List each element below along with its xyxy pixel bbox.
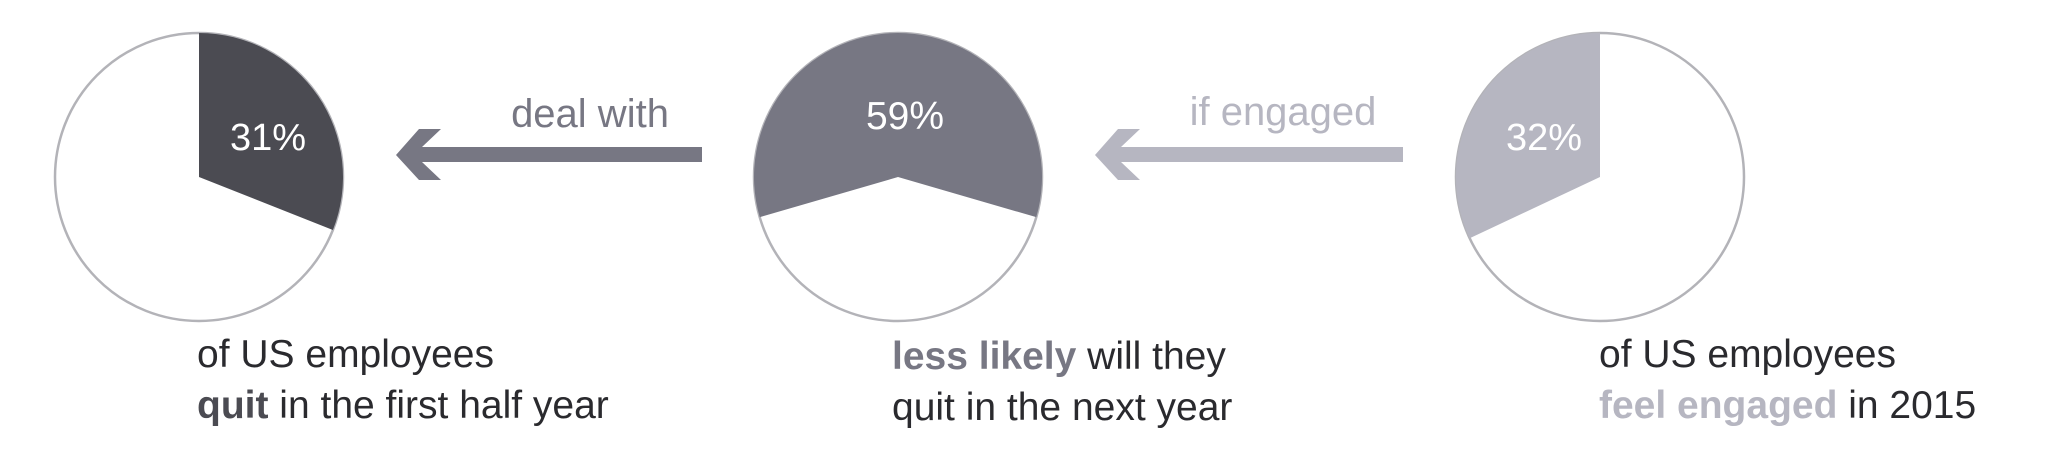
caption-emphasis: less likely — [892, 335, 1077, 378]
arrow-left-icon — [1095, 129, 1403, 180]
pie-chart-quit: 31% — [53, 31, 345, 323]
caption-emphasis: feel engaged — [1599, 384, 1838, 427]
connector-label-if-engaged: if engaged — [1190, 90, 1377, 134]
caption-line: less likely will they — [892, 331, 1232, 382]
caption-line: of US employees — [197, 329, 609, 380]
caption-line: of US employees — [1599, 329, 1976, 380]
pie-chart-less-likely: 59% — [752, 31, 1044, 323]
caption-line: feel engaged in 2015 — [1599, 380, 1976, 431]
pie-chart-engaged: 32% — [1454, 31, 1746, 323]
caption-less-likely: less likely will they quit in the next y… — [892, 331, 1232, 433]
caption-text: of US employees — [197, 333, 494, 376]
pie-slice-quit — [199, 33, 344, 231]
caption-text: quit in the next year — [892, 386, 1233, 429]
connector-label-deal-with: deal with — [511, 92, 669, 136]
connector-if-engaged: if engaged — [1095, 90, 1403, 180]
data-label-engaged: 32% — [1506, 117, 1582, 159]
data-label-less-likely: 59% — [866, 95, 944, 138]
caption-text: of US employees — [1599, 333, 1896, 376]
arrow-left-icon — [396, 129, 702, 180]
pie-slice-less-likely — [754, 32, 1042, 218]
caption-engaged: of US employees feel engaged in 2015 — [1599, 329, 1976, 431]
caption-text: in 2015 — [1837, 384, 1977, 427]
caption-emphasis: quit — [197, 384, 269, 427]
caption-text: will they — [1076, 335, 1226, 378]
data-label-quit: 31% — [230, 117, 306, 159]
pie-slice-engaged — [1455, 33, 1600, 239]
caption-text: in the first half year — [268, 384, 609, 427]
connector-deal-with: deal with — [396, 92, 702, 180]
caption-line: quit in the next year — [892, 382, 1232, 433]
caption-line: quit in the first half year — [197, 380, 609, 431]
caption-quit: of US employees quit in the first half y… — [197, 329, 609, 431]
